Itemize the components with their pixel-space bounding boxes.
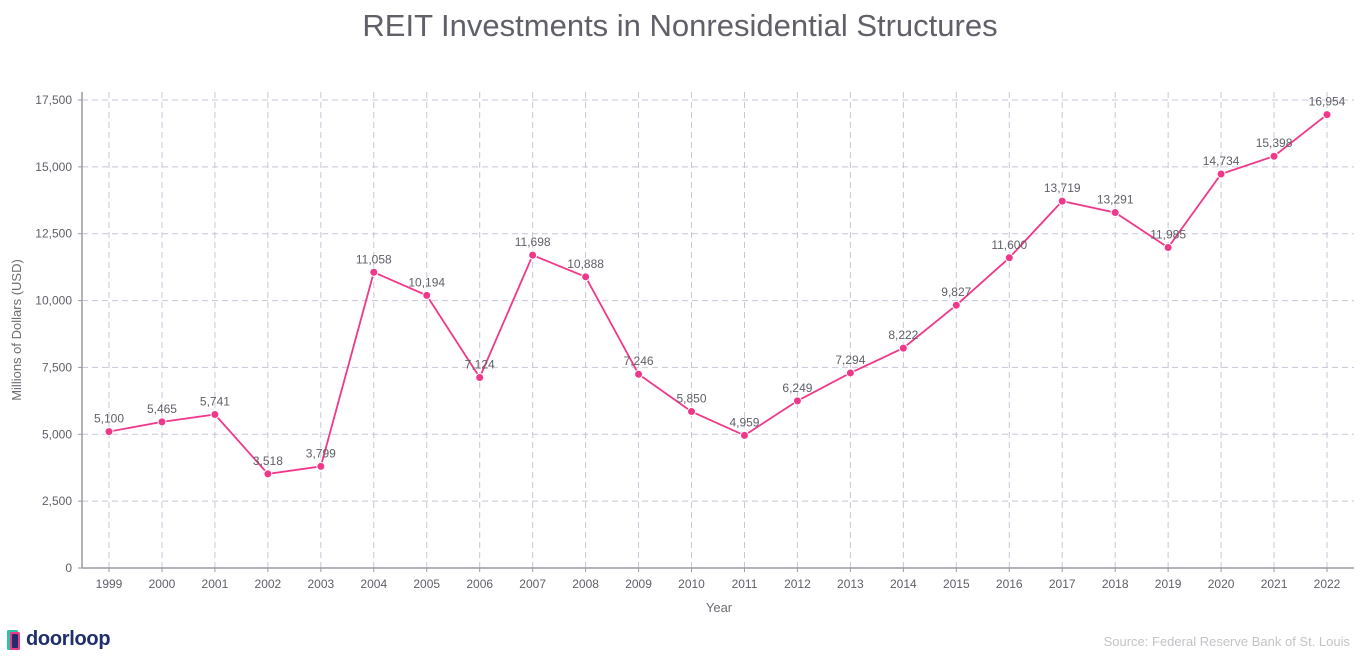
data-point [898, 343, 908, 353]
x-tick-label: 2022 [1314, 577, 1341, 591]
data-point [1322, 110, 1332, 120]
chart-title: REIT Investments in Nonresidential Struc… [362, 8, 998, 43]
series-line [108, 113, 1328, 475]
x-tick-label: 2019 [1155, 577, 1182, 591]
x-tick-label: 2016 [996, 577, 1023, 591]
x-tick-label: 2015 [943, 577, 970, 591]
data-point [1269, 151, 1279, 161]
data-label: 11,058 [356, 252, 392, 266]
y-tick-label: 7,500 [42, 360, 72, 374]
logo: doorloop [6, 628, 111, 651]
data-label: 7,294 [835, 353, 865, 367]
data-point [1057, 196, 1067, 206]
data-point [1110, 208, 1120, 218]
x-tick-label: 2014 [890, 577, 917, 591]
logo-text: doorloop [26, 628, 111, 650]
data-point [687, 407, 697, 417]
data-point [951, 300, 961, 310]
data-label: 11,985 [1150, 227, 1186, 241]
data-point [210, 409, 220, 419]
data-label: 11,698 [515, 235, 551, 249]
data-label: 3,518 [253, 454, 283, 468]
data-point [581, 272, 591, 282]
data-points [104, 110, 1332, 479]
x-tick-label: 2006 [466, 577, 493, 591]
data-label: 11,600 [991, 238, 1027, 252]
data-label: 7,246 [624, 354, 654, 368]
x-tick-label: 2005 [413, 577, 440, 591]
data-point [369, 267, 379, 277]
data-labels: 5,100 5,465 5,741 3,518 3,799 11,058 10,194 7,1… [94, 95, 1346, 468]
x-tick-label: 2001 [202, 577, 229, 591]
x-tick-label: 2008 [572, 577, 599, 591]
x-tick-label: 2004 [360, 577, 387, 591]
data-point [739, 430, 749, 440]
data-point [528, 250, 538, 260]
data-point [422, 290, 432, 300]
grid-lines [82, 92, 1354, 568]
data-label: 10,888 [567, 257, 604, 271]
x-tick-label: 2010 [678, 577, 705, 591]
x-tick-label: 2007 [519, 577, 546, 591]
data-label: 14,734 [1203, 154, 1240, 168]
y-tick-label: 12,500 [35, 227, 72, 241]
data-label: 4,959 [729, 415, 759, 429]
data-label: 13,291 [1097, 193, 1134, 207]
x-tick-label: 2009 [625, 577, 652, 591]
data-point [1163, 242, 1173, 252]
y-tick-label: 0 [65, 561, 72, 575]
y-tick-label: 15,000 [35, 160, 72, 174]
data-label: 9,827 [941, 285, 971, 299]
data-point [104, 427, 114, 437]
data-point [1004, 253, 1014, 263]
data-label: 7,124 [465, 357, 495, 371]
data-label: 8,222 [888, 328, 918, 342]
data-point [157, 417, 167, 427]
y-tick-label: 2,500 [42, 494, 72, 508]
data-point [316, 461, 326, 471]
y-tick-label: 10,000 [35, 294, 72, 308]
data-point [792, 396, 802, 406]
data-label: 6,249 [782, 381, 812, 395]
data-point [634, 369, 644, 379]
data-point [263, 469, 273, 479]
door-logo-icon [7, 629, 20, 650]
x-tick-label: 2000 [149, 577, 176, 591]
x-tick-label: 2011 [732, 577, 758, 591]
x-tick-label: 2003 [307, 577, 334, 591]
x-tick-label: 2013 [837, 577, 864, 591]
y-axis-title: Millions of Dollars (USD) [9, 259, 24, 401]
data-point [1216, 169, 1226, 179]
data-label: 16,954 [1309, 95, 1346, 109]
data-label: 5,100 [94, 412, 124, 426]
x-tick-labels: 1999 2000 2001 2002 2003 2004 2005 2006 2007 2008… [96, 577, 1341, 591]
x-tick-label: 2021 [1261, 577, 1288, 591]
y-tick-label: 5,000 [42, 427, 72, 441]
data-label: 3,799 [306, 446, 336, 460]
source-note: Source: Federal Reserve Bank of St. Loui… [1103, 634, 1350, 649]
data-point [475, 372, 485, 382]
data-label: 5,741 [200, 394, 230, 408]
x-tick-label: 2012 [784, 577, 811, 591]
x-tick-label: 2018 [1102, 577, 1129, 591]
data-point [845, 368, 855, 378]
x-tick-label: 1999 [96, 577, 123, 591]
data-label: 10,194 [408, 275, 445, 289]
x-tick-label: 2002 [255, 577, 282, 591]
data-label: 5,465 [147, 402, 177, 416]
x-tick-label: 2017 [1049, 577, 1076, 591]
x-tick-label: 2020 [1208, 577, 1235, 591]
y-tick-label: 17,500 [35, 93, 72, 107]
data-label: 13,719 [1044, 181, 1081, 195]
y-tick-labels: 0 2,500 5,000 7,500 10,000 12,500 15,000 17,500 [35, 93, 72, 575]
x-axis-title: Year [706, 600, 733, 615]
data-label: 15,398 [1256, 136, 1293, 150]
axes [78, 92, 1354, 572]
data-label: 5,850 [677, 392, 707, 406]
